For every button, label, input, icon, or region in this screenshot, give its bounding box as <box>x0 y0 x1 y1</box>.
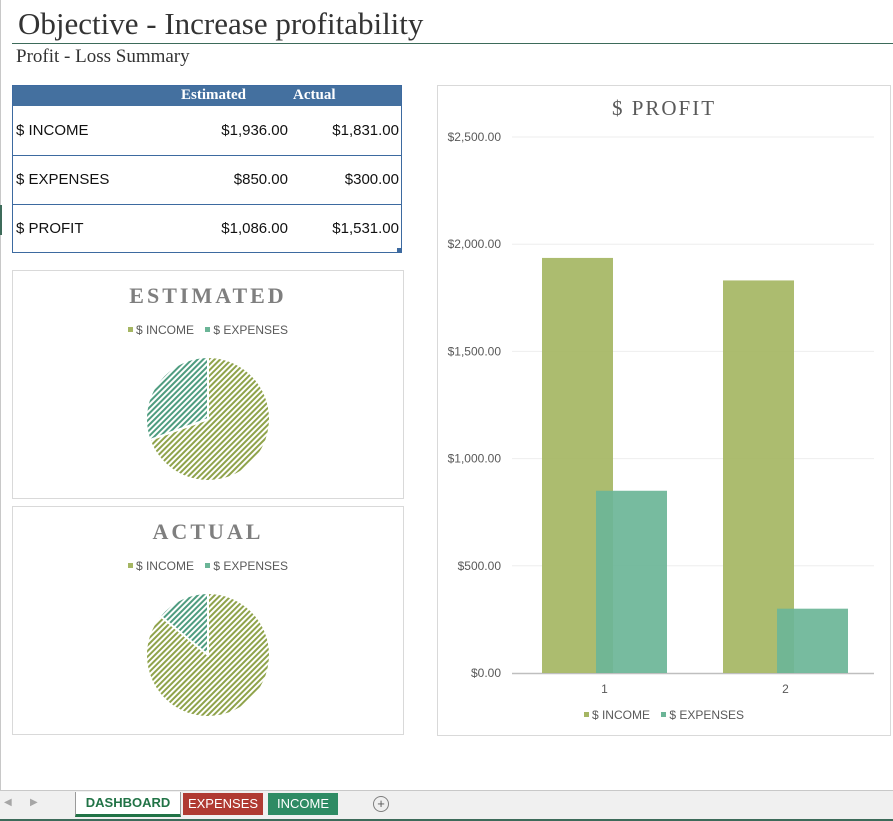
legend-label: $ EXPENSES <box>213 323 289 337</box>
income-swatch <box>583 712 589 718</box>
legend-item-income: $ INCOME <box>127 323 194 337</box>
row-label: $ EXPENSES <box>16 171 110 188</box>
estimated-value: $1,936.00 <box>221 122 288 139</box>
pie-slice-income[interactable] <box>148 355 271 482</box>
table-resize-handle[interactable] <box>397 248 401 252</box>
legend-item-expenses: $ EXPENSES <box>661 708 744 722</box>
tab-scroll-left-icon[interactable]: ◀ <box>4 797 12 808</box>
actual-value: $300.00 <box>344 171 399 188</box>
header-actual: Actual <box>293 87 336 103</box>
sheet-left-edge <box>0 0 1 790</box>
plus-circle-icon[interactable]: + <box>373 796 389 812</box>
row-label: $ PROFIT <box>16 220 84 237</box>
y-tick-label: $0.00 <box>471 666 501 680</box>
page-title: Objective - Increase profitability <box>18 6 424 41</box>
legend-item-income: $ INCOME <box>583 708 650 722</box>
estimated-value: $850.00 <box>233 171 288 188</box>
y-tick-label: $2,500.00 <box>448 130 502 144</box>
y-tick-label: $2,000.00 <box>448 237 502 251</box>
chart-legend: $ INCOME $ EXPENSES <box>13 323 403 337</box>
legend-label: $ EXPENSES <box>669 708 745 722</box>
legend-item-income: $ INCOME <box>127 559 194 573</box>
chart-legend: $ INCOME $ EXPENSES <box>438 708 890 722</box>
row-selection-mark <box>0 205 2 235</box>
table-row-income[interactable]: $ INCOME $1,936.00 $1,831.00 <box>13 106 401 156</box>
y-tick-label: $500.00 <box>458 559 502 573</box>
tab-dashboard[interactable]: DASHBOARD <box>75 792 181 817</box>
title-divider <box>12 43 893 44</box>
profit-bar-chart[interactable]: $ PROFIT $0.00 $500.00 $1,000.00 $1,500.00 $… <box>437 85 891 736</box>
pie-plot <box>145 355 271 482</box>
header-estimated: Estimated <box>181 87 246 103</box>
bar-plot: $0.00 $500.00 $1,000.00 $1,500.00 $2,000.00 $… <box>448 130 874 696</box>
row-label: $ INCOME <box>16 122 89 139</box>
x-tick-label: 2 <box>782 682 789 696</box>
sheet-tab-bar: ◀ ▶ DASHBOARD EXPENSES INCOME + <box>0 790 893 821</box>
page-subtitle: Profit - Loss Summary <box>16 46 190 67</box>
bar-expenses[interactable] <box>596 490 667 673</box>
tab-scroll-right-icon[interactable]: ▶ <box>30 797 38 808</box>
chart-title: ESTIMATED <box>129 283 287 308</box>
pie-plot <box>145 591 271 718</box>
legend-item-expenses: $ EXPENSES <box>205 559 288 573</box>
table-row-expenses[interactable]: $ EXPENSES $850.00 $300.00 <box>13 155 401 205</box>
income-swatch <box>127 563 133 569</box>
legend-label: $ EXPENSES <box>213 559 289 573</box>
expenses-swatch <box>205 563 211 569</box>
table-row-profit[interactable]: $ PROFIT $1,086.00 $1,531.00 <box>13 204 401 253</box>
chart-title: ACTUAL <box>152 519 264 544</box>
expenses-swatch <box>661 712 667 718</box>
income-swatch <box>127 327 133 333</box>
legend-label: $ INCOME <box>135 323 194 337</box>
pie-slice-expenses[interactable] <box>158 591 209 658</box>
legend-label: $ INCOME <box>135 559 194 573</box>
actual-value: $1,831.00 <box>332 122 399 139</box>
legend-item-expenses: $ EXPENSES <box>205 323 288 337</box>
y-tick-label: $1,500.00 <box>448 344 502 358</box>
summary-table[interactable]: Estimated Actual $ INCOME $1,936.00 $1,8… <box>12 85 402 253</box>
chart-title: $ PROFIT <box>611 96 717 120</box>
legend-label: $ INCOME <box>591 708 650 722</box>
pie-slice-expenses[interactable] <box>145 355 209 442</box>
bar-expenses[interactable] <box>777 608 848 673</box>
actual-pie-chart[interactable]: ACTUAL $ INCOME $ EXPENSES <box>12 506 404 735</box>
chart-legend: $ INCOME $ EXPENSES <box>13 559 403 573</box>
estimated-value: $1,086.00 <box>221 220 288 237</box>
y-tick-label: $1,000.00 <box>448 452 502 466</box>
tab-expenses[interactable]: EXPENSES <box>183 793 263 815</box>
estimated-pie-chart[interactable]: ESTIMATED $ INCOME $ EXPENSES <box>12 270 404 499</box>
bar-income[interactable] <box>723 280 794 673</box>
actual-value: $1,531.00 <box>332 220 399 237</box>
expenses-swatch <box>205 327 211 333</box>
tab-income[interactable]: INCOME <box>268 793 338 815</box>
summary-table-header: Estimated Actual <box>13 86 401 106</box>
x-tick-label: 1 <box>601 682 608 696</box>
